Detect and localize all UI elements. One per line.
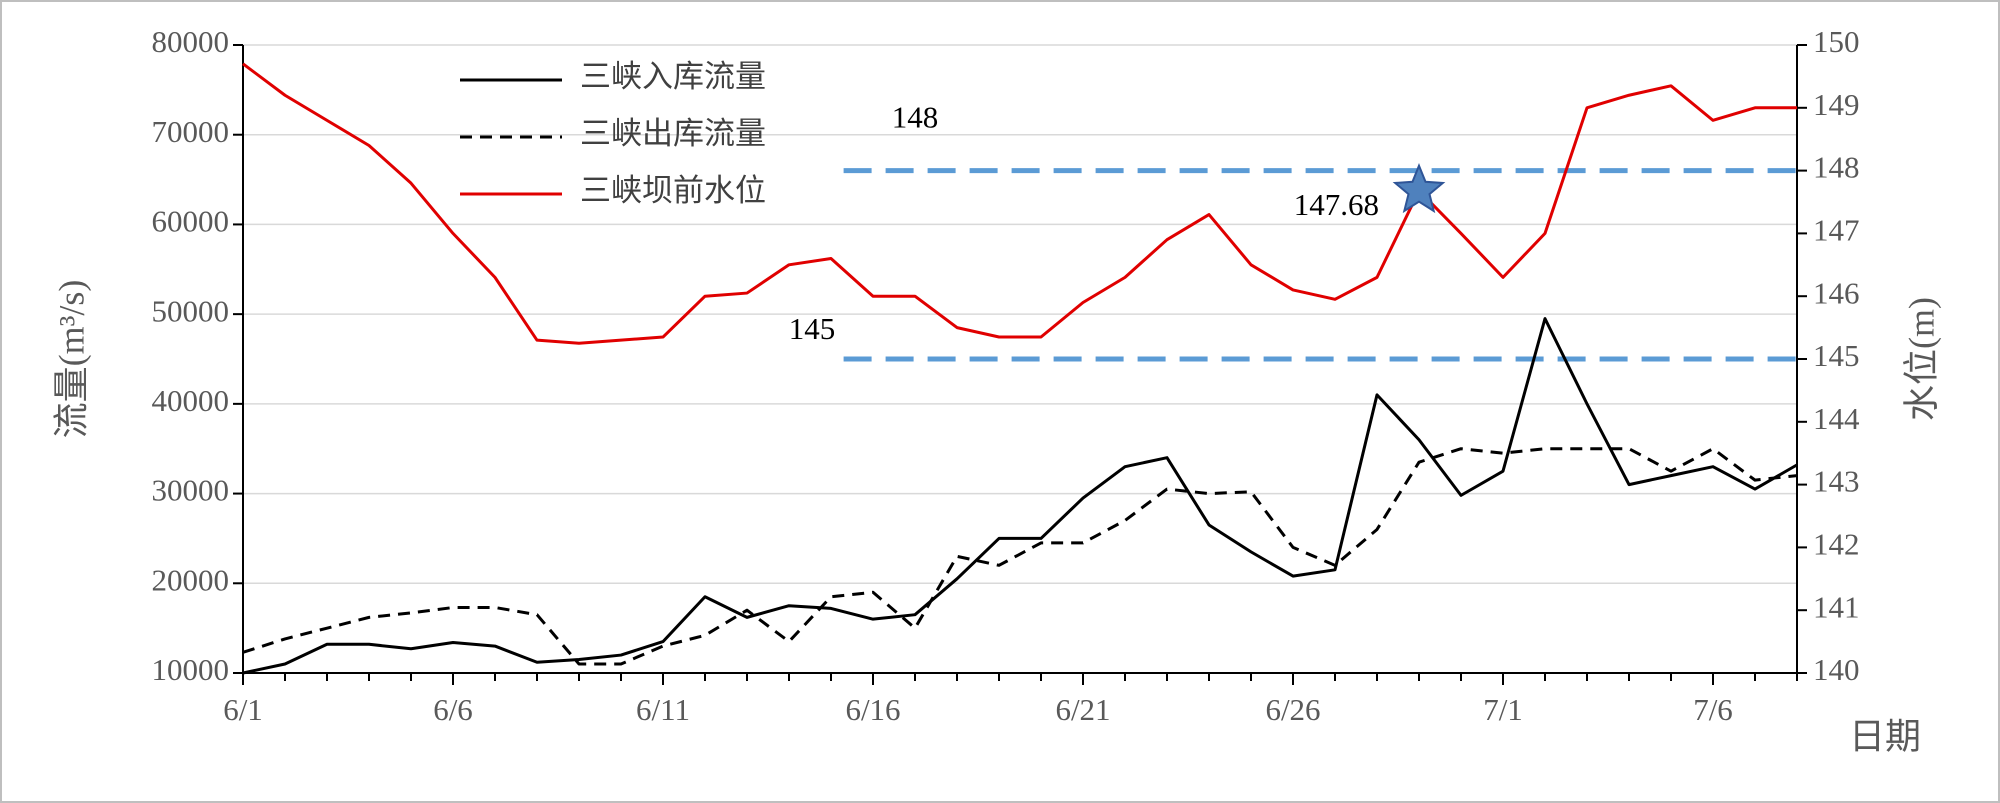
y2-axis-label: 水位(m) [1901, 297, 1941, 421]
y-tick-label: 50000 [152, 293, 230, 328]
legend-label: 三峡入库流量 [580, 59, 766, 94]
y-tick-label: 40000 [152, 383, 230, 418]
y2-tick-label: 147 [1813, 213, 1860, 248]
x-tick-label: 6/6 [433, 692, 473, 727]
x-axis-label: 日期 [1849, 716, 1921, 756]
y2-tick-label: 142 [1813, 527, 1860, 562]
y-tick-label: 80000 [152, 24, 230, 59]
y-axis-label: 流量(m³/s) [51, 280, 91, 439]
series-line [242, 62, 1797, 345]
y2-tick-label: 148 [1813, 150, 1860, 185]
reference-label: 148 [892, 100, 939, 135]
y-tick-label: 60000 [152, 204, 230, 239]
x-tick-label: 7/6 [1693, 692, 1733, 727]
y-tick-label: 10000 [152, 652, 230, 687]
x-tick-label: 6/26 [1265, 692, 1320, 727]
y2-tick-label: 140 [1813, 652, 1860, 687]
y2-tick-label: 143 [1813, 464, 1860, 499]
y-tick-label: 20000 [152, 562, 230, 597]
x-tick-label: 6/21 [1055, 692, 1110, 727]
y2-tick-label: 150 [1813, 24, 1860, 59]
y2-tick-label: 146 [1813, 275, 1860, 310]
x-tick-label: 6/16 [845, 692, 900, 727]
y2-tick-label: 144 [1813, 401, 1860, 436]
series-line [242, 447, 1798, 666]
reference-label: 145 [789, 311, 836, 346]
legend-label: 三峡出库流量 [580, 116, 766, 151]
x-tick-label: 6/11 [636, 692, 690, 727]
y2-tick-label: 145 [1813, 338, 1860, 373]
y2-tick-label: 149 [1813, 87, 1860, 122]
annotation-star [1392, 163, 1446, 214]
x-tick-label: 7/1 [1483, 692, 1523, 727]
annotation-label: 147.68 [1294, 187, 1379, 222]
x-tick-label: 6/1 [223, 692, 263, 727]
y-tick-label: 30000 [152, 473, 230, 508]
y-tick-label: 70000 [152, 114, 230, 149]
y2-tick-label: 141 [1813, 589, 1860, 624]
series-line [242, 317, 1798, 675]
legend-label: 三峡坝前水位 [580, 173, 766, 208]
